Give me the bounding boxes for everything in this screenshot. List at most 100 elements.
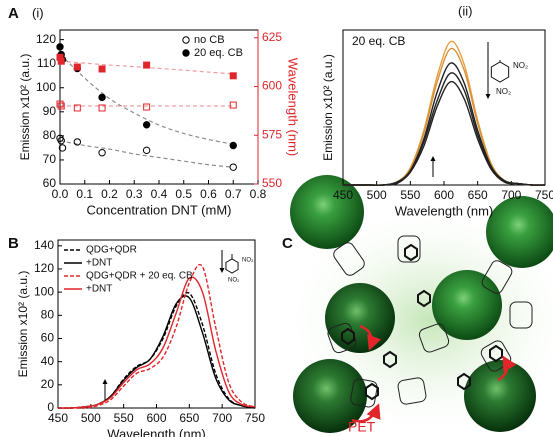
- x-tick-label: 750: [535, 188, 553, 202]
- fit-line: [59, 53, 234, 145]
- x-tick-label: 450: [48, 411, 68, 425]
- qd-green: [486, 196, 553, 268]
- diagram-c: C PET: [280, 175, 553, 437]
- legend-label: 20 eq. CB: [194, 47, 243, 59]
- legend-label: +DNT: [86, 258, 112, 269]
- qd-green: [432, 270, 502, 340]
- y-tick-label: 70: [43, 152, 57, 166]
- series-line: [58, 263, 256, 409]
- marker: [229, 141, 237, 150]
- sub-panel-label: (i): [32, 5, 44, 20]
- y-tick-label: 120: [34, 261, 54, 275]
- x-tick-label: 500: [367, 188, 387, 202]
- x-tick-label: 0.6: [200, 187, 217, 201]
- y2-axis-title: Wavelength (nm): [286, 58, 301, 157]
- x-tick-label: 700: [212, 411, 232, 425]
- legend-marker: [182, 36, 190, 44]
- dnt: [341, 243, 503, 401]
- x-tick-label: 600: [146, 411, 166, 425]
- y-tick-label: 60: [43, 176, 57, 190]
- x-tick-label: 0.8: [250, 187, 267, 201]
- qd: [464, 360, 536, 432]
- x-tick-label: 550: [400, 188, 420, 202]
- x-tick-label: 650: [468, 188, 488, 202]
- fit-line: [59, 140, 234, 168]
- y-tick-label: 40: [41, 354, 55, 368]
- x-tick-label: 450: [333, 188, 353, 202]
- marker: [143, 103, 151, 111]
- marker: [229, 163, 237, 171]
- y-tick-label: 0: [47, 400, 54, 414]
- y2-tick-label: 575: [262, 127, 282, 141]
- structure-label: NO₂: [242, 258, 254, 264]
- annotation: 20 eq. CB: [352, 34, 405, 48]
- marker: [56, 43, 64, 51]
- y-tick-label: 80: [43, 128, 57, 142]
- y-tick-label: 100: [36, 80, 56, 94]
- qd: [293, 359, 367, 433]
- x-tick-label: 0.1: [76, 187, 93, 201]
- marker: [142, 146, 151, 155]
- x-axis-title: Wavelength (nm): [395, 203, 494, 218]
- y-tick-label: 140: [34, 238, 54, 252]
- marker: [98, 104, 106, 112]
- qd: [325, 283, 395, 353]
- x-tick-label: 0.4: [151, 187, 168, 201]
- structure-label: NO₂: [496, 87, 511, 96]
- y-axis-title: Emission x10² (a.u.): [16, 271, 30, 378]
- y-tick-label: 20: [41, 377, 55, 391]
- y2-tick-label: 600: [262, 79, 282, 93]
- y2-tick-label: 550: [262, 176, 282, 190]
- y2-tick-label: 625: [262, 30, 282, 44]
- x-tick-label: 500: [81, 411, 101, 425]
- marker: [98, 65, 106, 73]
- marker: [56, 100, 64, 108]
- x-tick-label: 650: [179, 411, 199, 425]
- y-tick-label: 60: [41, 331, 55, 345]
- molecule: [490, 61, 510, 83]
- structure-label: NO₂: [513, 61, 528, 70]
- x-axis-title: Wavelength (nm): [107, 426, 206, 437]
- marker: [57, 102, 65, 110]
- series-line: [342, 62, 546, 186]
- pet-arrow: [497, 355, 517, 382]
- x-axis-title: Concentration DNT (mM): [87, 202, 232, 217]
- pet-label: PET: [348, 419, 376, 435]
- legend-label: +DNT: [86, 284, 112, 295]
- pet-arrow: [351, 403, 381, 423]
- y-axis-title: Emission x10² (a.u.): [321, 54, 335, 161]
- x-tick-label: 0.7: [225, 187, 242, 201]
- series-line: [342, 80, 546, 186]
- marker: [98, 149, 106, 157]
- x-tick-label: 600: [434, 188, 454, 202]
- x-tick-label: 0.0: [52, 187, 69, 201]
- series-line: [57, 295, 256, 409]
- y-tick-label: 80: [41, 307, 55, 321]
- x-tick-label: 0.5: [175, 187, 192, 201]
- marker: [229, 72, 237, 80]
- structure-label: NO₂: [228, 278, 240, 284]
- y-axis-title: Emission x10² (a.u.): [18, 54, 32, 161]
- marker: [58, 144, 67, 152]
- marker: [98, 93, 106, 102]
- marker: [229, 101, 237, 109]
- series-line: [57, 276, 256, 409]
- marker: [57, 136, 65, 145]
- sub-panel-label: (ii): [458, 3, 472, 18]
- legend-label: QDG+QDR: [86, 245, 137, 256]
- panel-label: B: [8, 235, 19, 252]
- x-tick-label: 550: [114, 411, 134, 425]
- pet-arrow: [359, 324, 382, 351]
- panel-label: A: [8, 5, 19, 22]
- y-tick-label: 90: [43, 104, 57, 118]
- marker: [142, 121, 151, 129]
- x-tick-label: 0.2: [101, 187, 118, 201]
- marker: [73, 63, 81, 71]
- marker: [73, 138, 82, 146]
- marker: [143, 61, 151, 69]
- marker: [73, 104, 81, 112]
- legend-marker: [182, 49, 190, 57]
- x-tick-label: 750: [245, 411, 265, 425]
- y-tick-label: 110: [37, 56, 56, 70]
